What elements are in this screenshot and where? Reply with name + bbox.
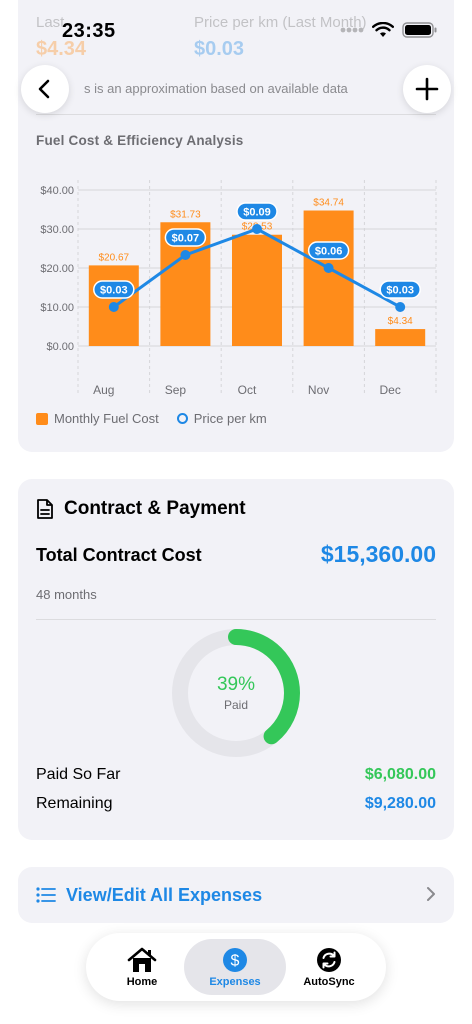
approximation-note: s is an approximation based on available… <box>84 81 348 96</box>
price-value: $0.03 <box>194 38 245 60</box>
price-badge-label: $0.06 <box>315 246 343 258</box>
price-badge <box>164 228 207 247</box>
price-badge <box>307 241 350 260</box>
legend-line-label: Price per km <box>193 411 267 426</box>
fuel-chart: $40.00 $30.00 $20.00 $10.00 $0.00 $20.67 $31.7… <box>40 180 437 397</box>
tab-expenses[interactable]: $ Expenses <box>184 939 286 995</box>
tab-home-label: Home <box>126 975 158 988</box>
price-badge <box>236 202 278 221</box>
fuel-analysis-card: Last $4.34 Price per km (Last Month) $0.… <box>18 0 454 452</box>
paid-value: $6,080.00 <box>364 766 436 783</box>
view-edit-expenses-button[interactable]: View/Edit All Expenses <box>18 867 454 923</box>
y-tick-label: $10.00 <box>40 302 74 314</box>
remaining-label: Remaining <box>36 795 113 812</box>
status-bar: 23:35 <box>0 0 472 60</box>
tab-home[interactable]: Home <box>92 939 192 995</box>
list-icon <box>36 887 56 903</box>
divider <box>36 619 436 620</box>
dollar-circle-icon: $ <box>223 947 247 972</box>
remaining-row: Remaining $9,280.00 <box>36 795 436 813</box>
price-badge-label: $0.03 <box>386 285 414 297</box>
x-tick-label: Dec <box>380 383 401 397</box>
price-point <box>180 250 191 260</box>
progress-sub-label: Paid <box>223 698 249 712</box>
payment-progress-ring <box>172 629 300 757</box>
add-button[interactable] <box>403 65 451 113</box>
last-label: Last <box>36 14 65 31</box>
paid-so-far-row: Paid So Far $6,080.00 <box>36 766 436 784</box>
house-icon <box>127 947 157 972</box>
price-badge-label: $0.09 <box>243 207 271 219</box>
remaining-value: $9,280.00 <box>364 795 436 812</box>
tab-autosync[interactable]: AutoSync <box>278 939 380 995</box>
chart-legend: Monthly Fuel Cost Price per km <box>36 411 267 426</box>
price-badge <box>93 280 135 299</box>
contract-months: 48 months <box>36 587 97 602</box>
price-badge-label: $0.07 <box>172 233 200 245</box>
status-time: 23:35 <box>62 20 116 42</box>
back-button[interactable] <box>21 65 69 113</box>
contract-header: Contract & Payment <box>36 498 246 520</box>
y-tick-label: $20.00 <box>40 263 74 275</box>
total-contract-label: Total Contract Cost <box>36 545 202 565</box>
bar-value-label: $4.34 <box>388 316 413 327</box>
wifi-icon <box>372 22 394 37</box>
bar-dec <box>375 329 426 346</box>
bar-value-label: $34.74 <box>313 198 344 209</box>
progress-percent: 39% <box>216 674 256 695</box>
bar-value-label: $31.73 <box>170 209 201 220</box>
price-badge-label: $0.03 <box>100 285 128 297</box>
legend-line-swatch <box>176 413 188 424</box>
faded-summary: Last $4.34 Price per km (Last Month) $0.… <box>36 14 436 64</box>
plus-icon <box>415 77 439 101</box>
last-value: $4.34 <box>36 38 87 60</box>
price-point <box>395 302 406 312</box>
price-point <box>108 302 119 312</box>
tab-bar: Home $ Expenses AutoSync <box>86 933 386 1001</box>
x-tick-label: Aug <box>93 383 114 397</box>
paid-label: Paid So Far <box>36 766 121 783</box>
y-tick-label: $30.00 <box>40 224 74 236</box>
y-tick-label: $0.00 <box>46 341 74 353</box>
x-tick-label: Sep <box>165 383 187 397</box>
total-contract-value: $15,360.00 <box>320 541 436 567</box>
chart-title: Fuel Cost & Efficiency Analysis <box>36 133 244 148</box>
bar-value-label: $20.67 <box>99 252 130 263</box>
progress-arc <box>172 629 300 757</box>
price-label: Price per km (Last Month) <box>194 14 367 31</box>
view-edit-label: View/Edit All Expenses <box>66 884 263 905</box>
price-badge <box>379 280 421 299</box>
tab-autosync-label: AutoSync <box>303 975 355 988</box>
legend-bar-swatch <box>36 412 48 425</box>
contract-card: Contract & Payment Total Contract Cost $… <box>18 479 454 840</box>
x-tick-label: Nov <box>308 383 329 397</box>
bar-oct <box>232 234 282 346</box>
sync-icon <box>317 947 341 972</box>
battery-icon <box>402 22 437 38</box>
document-icon <box>37 499 53 519</box>
svg-text:$: $ <box>231 952 240 969</box>
y-tick-label: $40.00 <box>40 185 74 197</box>
status-icons <box>340 22 438 38</box>
tab-expenses-label: Expenses <box>209 975 261 988</box>
signal-icon <box>340 27 364 33</box>
chevron-right-icon <box>427 887 435 901</box>
divider <box>36 114 436 115</box>
chevron-left-icon <box>38 79 50 99</box>
legend-bar-label: Monthly Fuel Cost <box>54 411 159 426</box>
price-point <box>323 263 334 273</box>
price-point <box>252 224 262 234</box>
contract-title: Contract & Payment <box>64 498 246 519</box>
x-tick-label: Oct <box>238 383 257 397</box>
